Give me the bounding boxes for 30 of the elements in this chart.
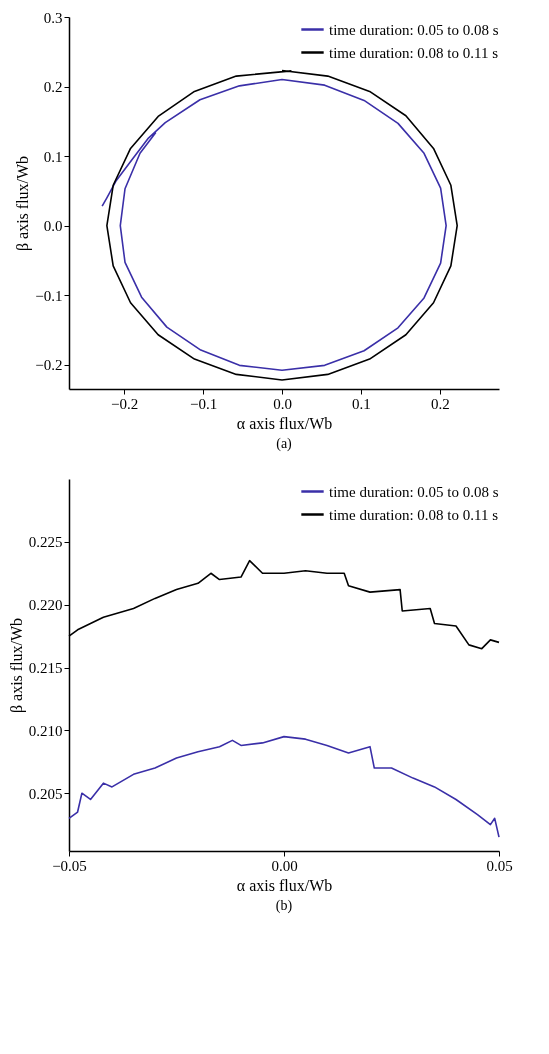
y-tick-label: 0.1 (43, 148, 63, 165)
legend-label: time duration: 0.08 to 0.11 s (329, 44, 499, 61)
x-tick-label: 0.1 (352, 395, 371, 412)
y-tick-label: 0.205 (28, 785, 63, 802)
y-axis-title: β axis flux/Wb (7, 617, 26, 714)
y-tick-label: 0.215 (28, 660, 63, 677)
y-tick-label: −0.1 (35, 287, 63, 304)
legend-label: time duration: 0.05 to 0.08 s (329, 483, 499, 500)
y-tick-label: 0.2 (43, 79, 63, 96)
y-tick-label: 0.225 (28, 534, 63, 551)
x-tick-label: 0.2 (430, 395, 450, 412)
x-tick-label: −0.1 (190, 395, 218, 412)
line-series (68, 735, 500, 838)
x-tick-label: 0.0 (273, 395, 292, 412)
y-tick-label: 0.220 (28, 597, 63, 614)
x-axis-title: α axis flux/Wb (236, 414, 333, 432)
x-tick-label: 0.00 (271, 857, 298, 874)
text: (a) (276, 436, 293, 452)
x-tick-label: −0.05 (52, 857, 87, 874)
x-tick-label: 0.05 (486, 857, 513, 874)
text: (b) (275, 898, 293, 914)
y-tick-label: 0.3 (43, 9, 63, 26)
legend-label: time duration: 0.08 to 0.11 s (329, 506, 499, 523)
x-axis-title: α axis flux/Wb (236, 876, 333, 894)
y-axis-title: β axis flux/Wb (14, 155, 33, 252)
y-tick-label: 0.0 (43, 218, 63, 235)
y-tick-label: −0.2 (35, 357, 63, 374)
y-tick-label: 0.210 (28, 722, 63, 739)
legend-label: time duration: 0.05 to 0.08 s (329, 21, 499, 38)
x-tick-label: −0.2 (111, 395, 139, 412)
